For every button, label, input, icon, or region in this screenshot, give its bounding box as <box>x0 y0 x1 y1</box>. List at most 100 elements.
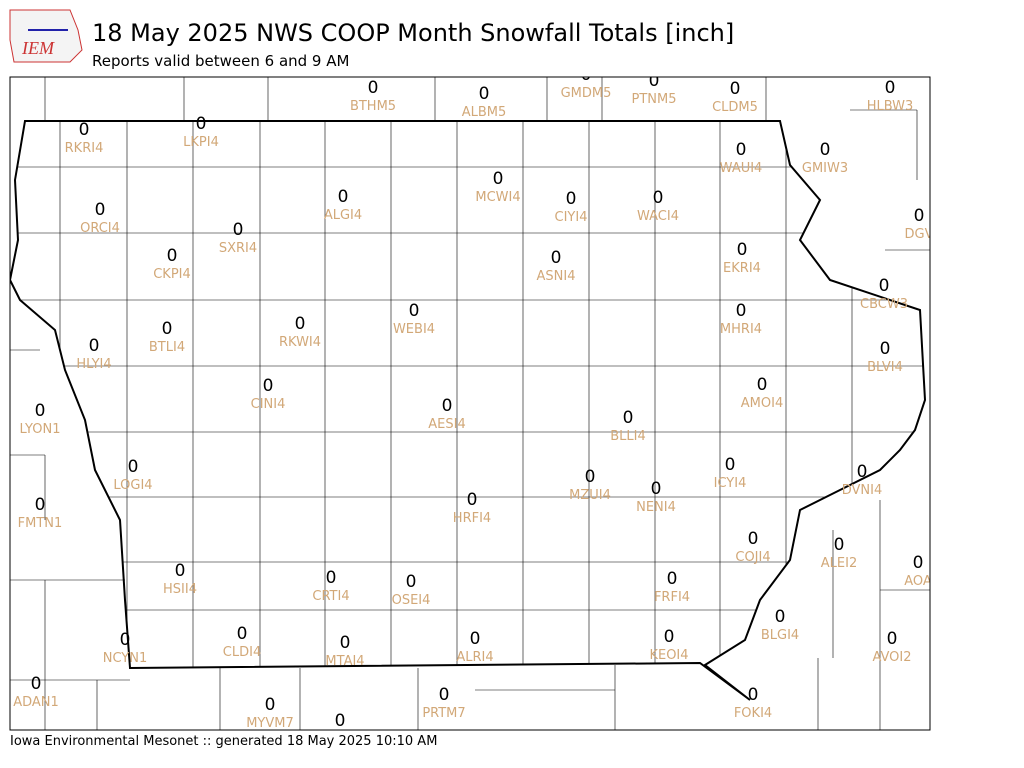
station-value: 0 <box>196 114 207 134</box>
station-id: KEOI4 <box>649 648 688 663</box>
station-id: CLDM5 <box>712 100 758 115</box>
station-id: RKWI4 <box>279 335 321 350</box>
station-value: 0 <box>340 633 351 653</box>
station-id: CINI4 <box>251 397 286 412</box>
station-value: 0 <box>651 479 662 499</box>
station-value: 0 <box>442 396 453 416</box>
station-value: 0 <box>585 467 596 487</box>
station-id: CBCW3 <box>860 297 908 312</box>
subtitle: Reports valid between 6 and 9 AM <box>92 52 349 70</box>
station-id: GMIW3 <box>802 161 848 176</box>
station-value: 0 <box>35 495 46 515</box>
station-id: FOKI4 <box>734 706 772 721</box>
station-id: MTAI4 <box>325 654 364 669</box>
station-id: HLBW3 <box>867 99 914 114</box>
station-value: 0 <box>857 462 868 482</box>
map-frame <box>9 76 931 731</box>
station-value: 0 <box>237 624 248 644</box>
station-id: GMDM5 <box>561 86 612 101</box>
station-id: MHRI4 <box>720 322 762 337</box>
station-id: MYVM7 <box>246 716 294 731</box>
station-id: CIYI4 <box>555 210 588 225</box>
station-id: ALGI4 <box>324 208 362 223</box>
station-value: 0 <box>730 79 741 99</box>
station-value: 0 <box>326 568 337 588</box>
station-id: BTLI4 <box>149 340 185 355</box>
station-value: 0 <box>493 169 504 189</box>
station-value: 0 <box>470 629 481 649</box>
station-value: 0 <box>748 685 759 705</box>
station-value: 0 <box>406 572 417 592</box>
station-value: 0 <box>233 220 244 240</box>
station-id: ALBM5 <box>462 105 507 120</box>
station-id: DVNI4 <box>842 483 883 498</box>
station-id: HRFI4 <box>453 511 491 526</box>
station-value: 0 <box>736 140 747 160</box>
station-value: 0 <box>736 301 747 321</box>
station-value: 0 <box>914 206 925 226</box>
station-id: COJI4 <box>735 550 770 565</box>
station-value: 0 <box>820 140 831 160</box>
station-value: 0 <box>162 319 173 339</box>
station-value: 0 <box>566 189 577 209</box>
station-id: WAUI4 <box>720 161 763 176</box>
logo-text: IEM <box>21 38 55 58</box>
station-id: DGV <box>905 227 934 242</box>
station-value: 0 <box>551 248 562 268</box>
station-id: PTNM5 <box>632 92 677 107</box>
station-id: AMOI4 <box>741 396 783 411</box>
station-value: 0 <box>887 629 898 649</box>
station-id: CKPI4 <box>153 267 191 282</box>
station-value: 0 <box>757 375 768 395</box>
station-id: CLDI4 <box>223 645 261 660</box>
station-id: FRFI4 <box>654 590 690 605</box>
station-id: AOA <box>904 574 932 589</box>
station-value: 0 <box>467 490 478 510</box>
station-id: CRTI4 <box>312 589 349 604</box>
station-value: 0 <box>335 711 346 731</box>
station-value: 0 <box>667 569 678 589</box>
station-value: 0 <box>175 561 186 581</box>
stations: 0 BTHM5 0 ALBM5 0 GMDM5 0 PTNM5 0 CLDM5 0 HLBW3 0 RKR… <box>13 65 934 731</box>
station-value: 0 <box>120 630 131 650</box>
station-value: 0 <box>368 78 379 98</box>
station-value: 0 <box>31 674 42 694</box>
station-value: 0 <box>725 455 736 475</box>
station-value: 0 <box>128 457 139 477</box>
station-id: ALEI2 <box>821 556 857 571</box>
county-lines <box>10 121 925 700</box>
station-value: 0 <box>664 627 675 647</box>
station-id: WACI4 <box>637 209 679 224</box>
station-value: 0 <box>35 401 46 421</box>
station-id: FMTN1 <box>18 516 63 531</box>
station-id: MCWI4 <box>475 190 520 205</box>
station-value: 0 <box>409 301 420 321</box>
station-value: 0 <box>439 685 450 705</box>
station-value: 0 <box>880 339 891 359</box>
station-value: 0 <box>167 246 178 266</box>
station-id: SXRI4 <box>219 241 257 256</box>
station-value: 0 <box>338 187 349 207</box>
station-id: LKPI4 <box>183 135 219 150</box>
title: 18 May 2025 NWS COOP Month Snowfall Tota… <box>92 19 734 47</box>
station-id: RKRI4 <box>65 141 104 156</box>
station-value: 0 <box>913 553 924 573</box>
station-id: NENI4 <box>636 500 676 515</box>
station-id: OSEI4 <box>392 593 431 608</box>
station-id: ALRI4 <box>456 650 493 665</box>
station-value: 0 <box>95 200 106 220</box>
station-value: 0 <box>581 65 592 85</box>
station-id: ORCI4 <box>80 221 120 236</box>
station-id: PRTM7 <box>422 706 465 721</box>
station-id: LOGI4 <box>113 478 152 493</box>
logo-shape <box>9 9 83 63</box>
outer-lines <box>10 77 930 730</box>
station-id: ICYI4 <box>714 476 747 491</box>
station-value: 0 <box>79 120 90 140</box>
station-id: HSII4 <box>163 582 197 597</box>
station-value: 0 <box>879 276 890 296</box>
station-value: 0 <box>263 376 274 396</box>
station-id: BLVI4 <box>867 360 903 375</box>
footer: Iowa Environmental Mesonet :: generated … <box>10 734 437 749</box>
